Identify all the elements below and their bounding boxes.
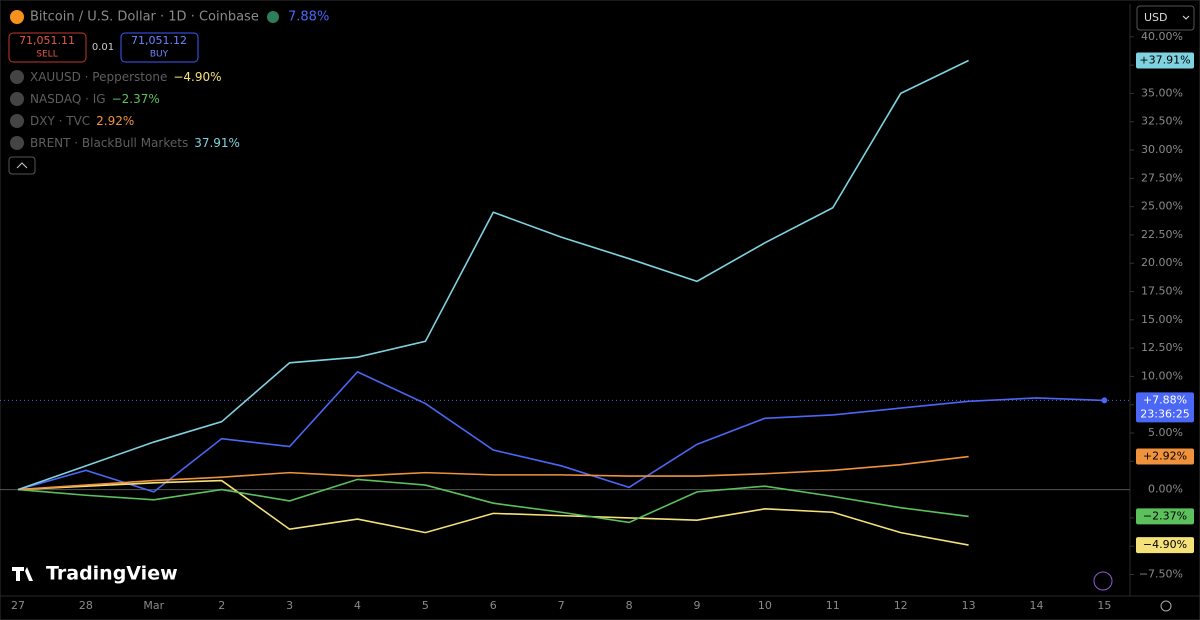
axis-badge xyxy=(1136,537,1194,554)
legend-change: −2.37% xyxy=(112,92,160,106)
y-tick-label: 30.00% xyxy=(1141,143,1183,156)
last-point xyxy=(1101,397,1108,404)
axis-badge xyxy=(1136,392,1194,423)
legend-entry: BRENT · BlackBull Markets 37.91% xyxy=(30,136,240,150)
legend-icon xyxy=(10,70,24,84)
buy-label[interactable]: BUY xyxy=(150,50,169,60)
currency[interactable]: USD xyxy=(1144,11,1168,24)
x-tick-label: Mar xyxy=(143,599,164,612)
x-tick-label: 3 xyxy=(286,599,293,612)
badge-label: +2.92% xyxy=(1143,450,1187,463)
legend-entry: NASDAQ · IG −2.37% xyxy=(30,92,160,106)
x-tick-label: 14 xyxy=(1030,599,1044,612)
legend-name: NASDAQ · IG xyxy=(30,92,106,106)
axis-badge xyxy=(1136,508,1194,525)
series-line xyxy=(17,370,1105,493)
x-tick-label: 11 xyxy=(826,599,840,612)
legend-name: DXY · TVC xyxy=(30,114,90,128)
y-tick-label: 15.00% xyxy=(1141,313,1183,326)
y-tick-label: 5.00% xyxy=(1148,426,1183,439)
y-tick-label: −7.50% xyxy=(1139,567,1183,580)
legend-icon xyxy=(10,136,24,150)
x-tick-label: 28 xyxy=(79,599,93,612)
y-tick-label: 40.00% xyxy=(1141,30,1183,43)
x-tick-label: 27 xyxy=(11,599,25,612)
badge-label: −4.90% xyxy=(1143,538,1187,551)
grid xyxy=(0,36,1134,575)
brand-logo xyxy=(12,567,33,581)
legend-icon xyxy=(10,92,24,106)
x-tick-label: 7 xyxy=(558,599,565,612)
buy-button[interactable] xyxy=(120,32,199,63)
series-line xyxy=(17,59,969,491)
legend-change: 37.91% xyxy=(194,136,240,150)
x-tick-label: 9 xyxy=(694,599,701,612)
status-dot xyxy=(267,11,279,23)
legend-change: 2.92% xyxy=(96,114,134,128)
badge-label: −2.37% xyxy=(1143,509,1187,522)
legend-name: XAUUSD · Pepperstone xyxy=(30,70,167,84)
x-tick-label: 6 xyxy=(490,599,497,612)
y-tick-label: 17.50% xyxy=(1141,285,1183,298)
currency-select[interactable] xyxy=(1136,5,1195,31)
legend-entry: DXY · TVC 2.92% xyxy=(30,114,134,128)
x-tick-label: 12 xyxy=(894,599,908,612)
y-tick-label: 10.00% xyxy=(1141,369,1183,382)
title-change: 7.88% xyxy=(288,10,329,25)
collapse-icon xyxy=(16,162,28,169)
chart-title: Bitcoin / U.S. Dollar · 1D · Coinbase xyxy=(30,10,259,25)
x-tick-label: 2 xyxy=(218,599,225,612)
settings-icon[interactable] xyxy=(1160,600,1172,612)
series-line xyxy=(17,455,969,491)
y-tick-label: 32.50% xyxy=(1141,115,1183,128)
legend-change: −4.90% xyxy=(173,70,221,84)
sell-button[interactable] xyxy=(8,32,87,63)
y-tick-label: 22.50% xyxy=(1141,228,1183,241)
series-line xyxy=(17,478,969,524)
x-tick-label: 4 xyxy=(354,599,361,612)
y-tick-label: 35.00% xyxy=(1141,86,1183,99)
x-tick-label: 10 xyxy=(758,599,772,612)
badge-label: +37.91% xyxy=(1139,53,1190,66)
x-tick-label: 15 xyxy=(1097,599,1111,612)
y-tick-label: 0.00% xyxy=(1148,483,1183,496)
x-tick-label: 8 xyxy=(626,599,633,612)
buy-price[interactable]: 71,051.12 xyxy=(131,34,187,47)
legend-entry: XAUUSD · Pepperstone −4.90% xyxy=(30,70,222,84)
x-tick-label: 13 xyxy=(962,599,976,612)
legend-name: BRENT · BlackBull Markets xyxy=(30,136,188,150)
y-tick-label: 12.50% xyxy=(1141,341,1183,354)
chevron xyxy=(1182,15,1190,20)
sell-price[interactable]: 71,051.11 xyxy=(19,34,75,47)
assistant-icon[interactable] xyxy=(1093,571,1113,591)
sell-label[interactable]: SELL xyxy=(36,50,57,60)
y-tick-label: 20.00% xyxy=(1141,256,1183,269)
y-tick-label: 27.50% xyxy=(1141,171,1183,184)
badge-label: +7.88% xyxy=(1143,393,1187,406)
y-tick-label: 25.00% xyxy=(1141,200,1183,213)
brand: TradingView xyxy=(46,563,178,585)
btc-icon xyxy=(10,10,24,24)
axis-badge xyxy=(1136,52,1194,69)
collapse-button[interactable] xyxy=(8,156,36,175)
legend-icon xyxy=(10,114,24,128)
spread: 0.01 xyxy=(92,42,114,53)
x-tick-label: 5 xyxy=(422,599,429,612)
axis-badge xyxy=(1136,448,1194,465)
series-line xyxy=(17,479,969,546)
countdown: 23:36:25 xyxy=(1140,407,1189,420)
